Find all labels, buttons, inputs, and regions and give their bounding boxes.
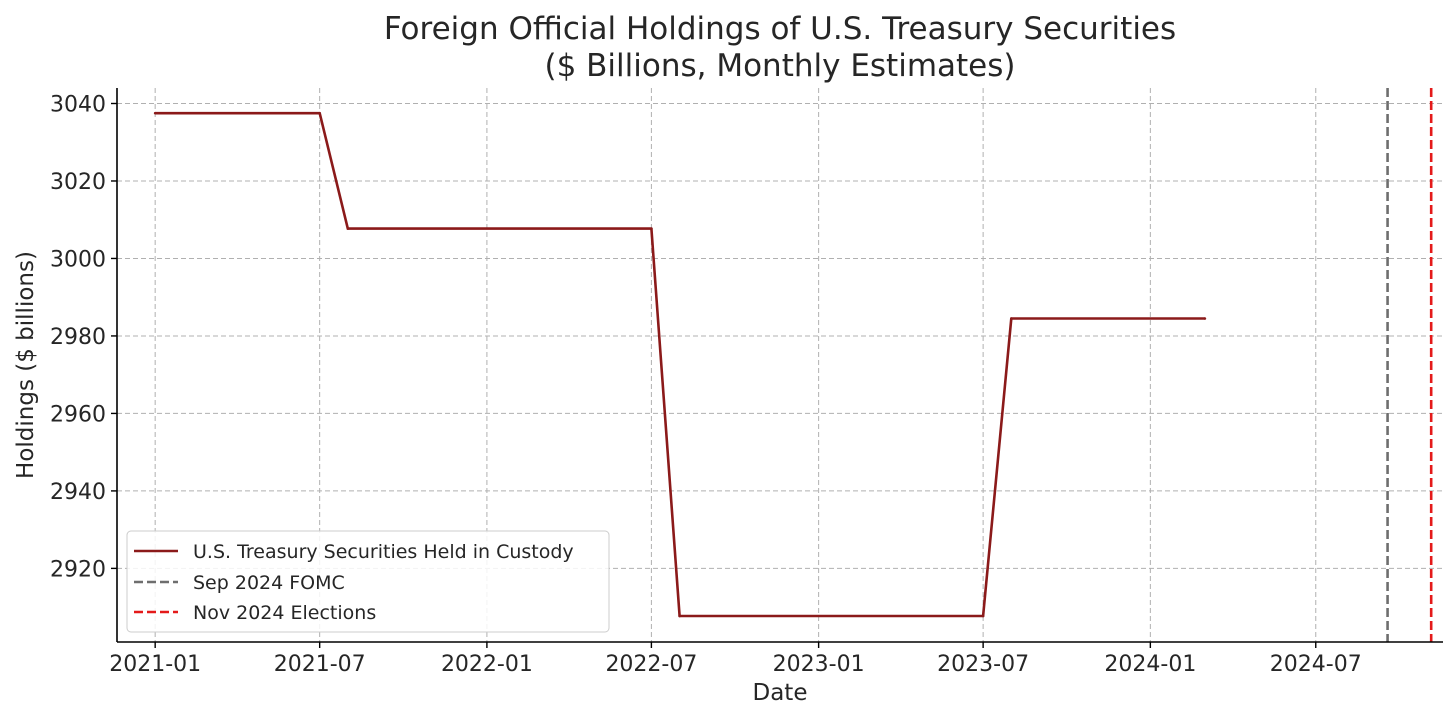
- y-tick-label: 2920: [50, 557, 106, 582]
- data-point: [678, 614, 681, 618]
- data-point: [650, 227, 653, 230]
- y-tick-label: 2980: [50, 325, 106, 350]
- x-tick-label: 2023-01: [773, 652, 865, 677]
- y-axis-ticks: 2920 2940 2960 2980 3000 3020 3040: [50, 92, 117, 582]
- legend: U.S. Treasury Securities Held in Custody…: [126, 530, 610, 633]
- x-tick-label: 2024-01: [1104, 652, 1196, 677]
- series-line-custody: [155, 111, 1205, 618]
- data-point: [1010, 317, 1013, 320]
- x-axis-ticks: 2021-01 2021-07 2022-01 2022-07 2023-01 2023-…: [109, 642, 1362, 677]
- data-point: [346, 227, 350, 230]
- x-tick-label: 2022-07: [605, 652, 697, 677]
- x-tick-label: 2021-01: [109, 652, 201, 677]
- legend-box: [126, 530, 610, 633]
- reference-lines: [1386, 88, 1433, 642]
- y-tick-label: 3020: [50, 170, 106, 195]
- y-tick-label: 3000: [50, 247, 106, 272]
- legend-label-fomc: Sep 2024 FOMC: [193, 572, 345, 594]
- legend-label-custody: U.S. Treasury Securities Held in Custody: [193, 541, 574, 563]
- series-layer: [153, 111, 1207, 618]
- y-tick-label: 2960: [50, 402, 106, 427]
- x-tick-label: 2022-01: [441, 652, 533, 677]
- data-point: [318, 111, 321, 115]
- x-axis-label: Date: [753, 680, 808, 706]
- x-tick-label: 2023-07: [937, 652, 1029, 677]
- y-tick-label: 3040: [50, 92, 106, 117]
- x-tick-label: 2021-07: [274, 652, 366, 677]
- data-point: [981, 614, 985, 618]
- chart-title: Foreign Official Holdings of U.S. Treasu…: [384, 11, 1176, 47]
- legend-label-elections: Nov 2024 Elections: [193, 602, 376, 624]
- chart-subtitle: ($ Billions, Monthly Estimates): [544, 48, 1015, 84]
- data-point: [153, 111, 157, 115]
- y-axis-label: Holdings ($ billions): [13, 251, 39, 479]
- data-point: [1203, 317, 1207, 320]
- x-tick-label: 2024-07: [1270, 652, 1362, 677]
- y-tick-label: 2940: [50, 480, 106, 505]
